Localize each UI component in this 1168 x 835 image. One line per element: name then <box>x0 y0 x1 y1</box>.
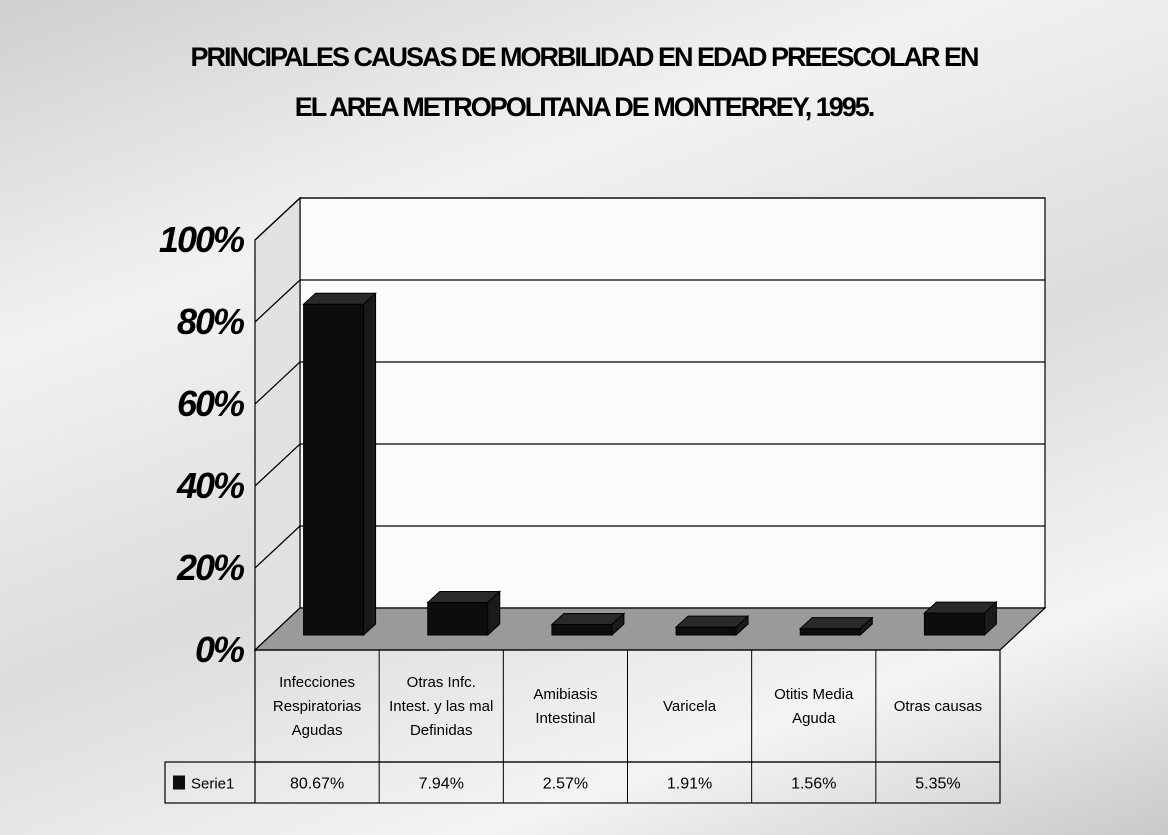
gridline-side <box>254 197 301 241</box>
data-label: 5.35% <box>915 776 960 793</box>
bar-side <box>859 616 873 637</box>
bar-front <box>799 628 861 636</box>
data-label: 1.91% <box>667 776 712 793</box>
chart-subtitle: EL AREA METROPOLITANA DE MONTERREY, 1995… <box>294 92 876 122</box>
data-label: 1.56% <box>791 776 836 793</box>
bar <box>426 590 502 637</box>
plot-side-wall <box>254 196 301 652</box>
bar <box>798 616 874 637</box>
bar-side <box>487 590 501 637</box>
category-label: Intestinal <box>535 710 595 727</box>
bar <box>923 600 998 637</box>
data-label: 2.57% <box>543 776 588 793</box>
category-label: Aguda <box>792 710 836 727</box>
bar-side <box>363 292 377 637</box>
y-tick-label: 100% <box>159 219 245 260</box>
gridline-side <box>254 279 301 323</box>
category-label: Intest. y las mal <box>389 698 493 715</box>
category-label: Otras causas <box>894 698 982 715</box>
category-label: Infecciones <box>279 674 355 691</box>
bar <box>550 612 626 637</box>
category-label: Otras Infc. <box>407 674 476 691</box>
y-tick-label: 60% <box>177 383 245 424</box>
y-tick-label: 0% <box>195 629 245 670</box>
category-label: Definidas <box>410 722 473 739</box>
y-tick-label: 80% <box>177 301 245 342</box>
category-label: Varicela <box>663 698 717 715</box>
bar-front <box>675 626 737 636</box>
bar <box>674 615 750 637</box>
bar-front <box>923 612 985 636</box>
category-label: Otitis Media <box>774 686 854 703</box>
bar <box>302 292 377 637</box>
gridline-side <box>254 361 301 405</box>
value-table <box>164 761 1001 804</box>
bar-front <box>303 303 365 636</box>
legend-swatch <box>173 775 185 790</box>
data-label: 80.67% <box>290 776 344 793</box>
category-label: Agudas <box>292 722 343 739</box>
y-tick-label: 40% <box>176 465 245 506</box>
gridline-side <box>254 443 301 487</box>
bar-side <box>735 615 749 637</box>
bar-side <box>983 600 997 637</box>
category-label: Respiratorias <box>273 698 361 715</box>
y-tick-label: 20% <box>176 547 245 588</box>
chart-title: PRINCIPALES CAUSAS DE MORBILIDAD EN EDAD… <box>190 42 979 72</box>
bar-front <box>427 601 489 636</box>
data-label: 7.94% <box>419 776 464 793</box>
legend-label: Serie1 <box>191 776 234 793</box>
bar-side <box>611 612 625 637</box>
gridline-side <box>254 525 301 569</box>
category-label: Amibiasis <box>533 686 597 703</box>
plot-back-wall <box>299 197 1046 609</box>
bar-front <box>551 623 613 636</box>
